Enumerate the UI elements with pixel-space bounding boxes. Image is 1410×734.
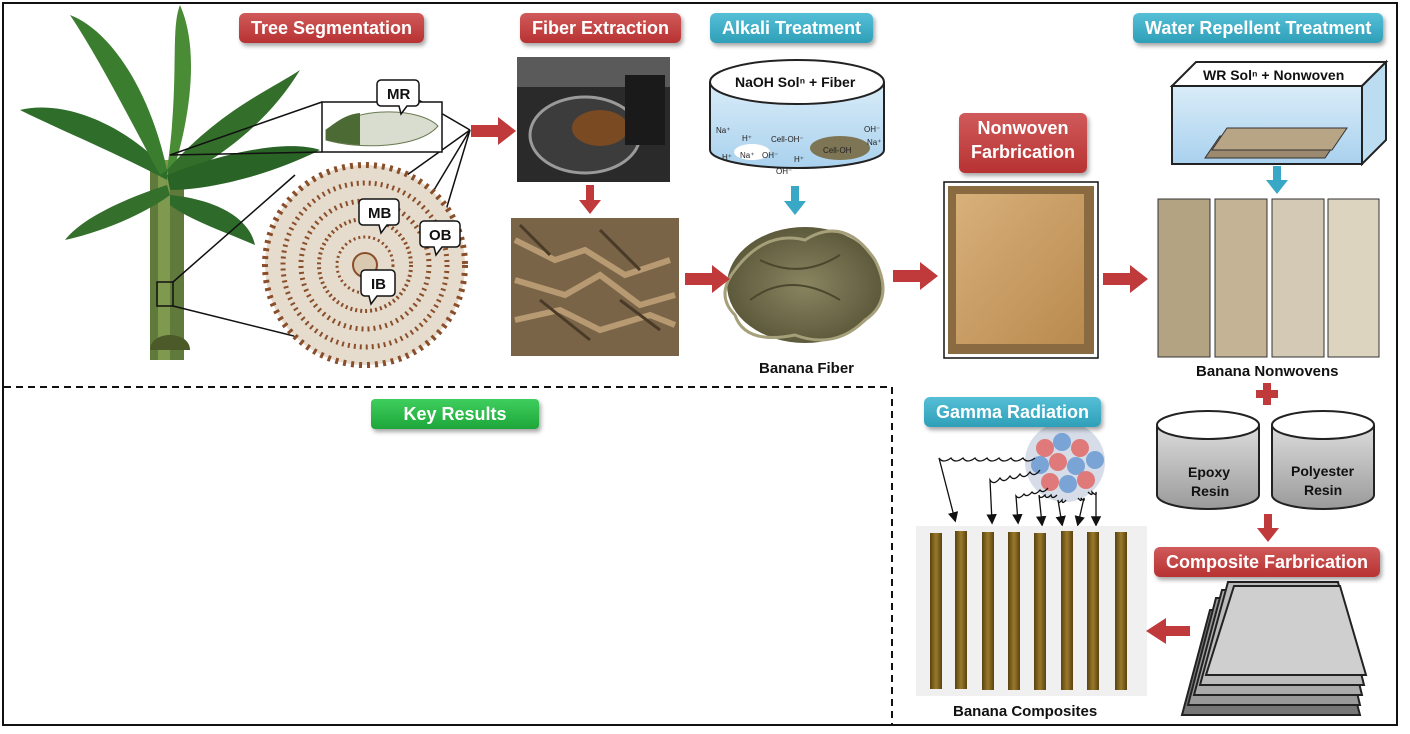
ion-na-1: Na⁺ (716, 126, 730, 135)
caption-banana-nonwovens: Banana Nonwovens (1196, 363, 1339, 380)
pseudostem-cross-section-image (262, 162, 468, 368)
midrib-cross-section-image (321, 101, 443, 153)
key-results-region (4, 386, 893, 724)
polyester-label-2: Resin (1304, 482, 1342, 498)
badge-gamma-radiation: Gamma Radiation (924, 397, 1102, 427)
badge-composite-fabrication: Composite Farbrication (1154, 547, 1381, 577)
arrow-to-nonwovens (1103, 265, 1148, 293)
ion-oh-3: OH⁻ (864, 125, 880, 134)
raw-fiber-image (511, 218, 679, 356)
laminate-stack-image (1180, 581, 1368, 716)
ion-cell-oh-2: Cell-OH (823, 146, 852, 155)
callout-mr: MR (387, 86, 410, 103)
epoxy-label-2: Resin (1191, 483, 1229, 499)
ion-oh-2: OH⁻ (776, 167, 792, 176)
ion-na-3: Na⁺ (867, 138, 881, 147)
badge-water-repellent: Water Repellent Treatment (1133, 13, 1384, 43)
flow-arrows-blue (784, 166, 1288, 215)
badge-alkali-treatment: Alkali Treatment (710, 13, 874, 43)
arrow-alkali-down (784, 186, 806, 215)
badge-nonwoven-fabrication: Nonwoven Farbrication (959, 113, 1088, 173)
callout-mb: MB (368, 205, 391, 222)
badge-nonwoven-line1: Nonwoven (977, 118, 1069, 138)
naoh-tank-image: Na⁺ H⁺ Na⁺ H⁺ OH⁻ Cell-OH⁻ H⁺ OH⁻ Cell-O… (709, 59, 885, 176)
polyester-label-1: Polyester (1291, 463, 1355, 479)
arrow-to-nonwoven (893, 262, 938, 290)
gamma-molecule-image (1025, 422, 1105, 502)
callout-bubbles: MR MB OB IB (358, 79, 461, 306)
badge-key-results: Key Results (371, 399, 539, 429)
naoh-tank-label: NaOH Solⁿ + Fiber (735, 74, 856, 90)
nonwoven-mat-image (943, 181, 1099, 359)
banana-composites-image (916, 526, 1147, 696)
banana-plant-image (20, 5, 320, 360)
radiation-rays (938, 457, 1102, 527)
fiber-extraction-machine-image (517, 57, 670, 182)
callout-ob: OB (429, 227, 452, 244)
epoxy-resin-cylinder: Epoxy Resin (1156, 410, 1260, 510)
arrow-to-composites (1146, 618, 1190, 644)
epoxy-label-1: Epoxy (1188, 464, 1230, 480)
ion-h-2: H⁺ (722, 153, 732, 162)
arrow-wr-down (1266, 166, 1288, 194)
ion-h-3: H⁺ (794, 155, 804, 164)
callout-ib: IB (371, 276, 386, 293)
caption-banana-composites: Banana Composites (953, 703, 1098, 720)
ion-cell-oh-1: Cell-OH⁻ (771, 135, 804, 144)
arrow-to-raw-fiber (579, 185, 601, 214)
badge-tree-segmentation: Tree Segmentation (239, 13, 425, 43)
ion-oh-1: OH⁻ (762, 151, 778, 160)
arrow-to-composite-fab (1257, 514, 1279, 542)
wr-tank-label: WR Solⁿ + Nonwoven (1203, 67, 1344, 83)
caption-banana-fiber: Banana Fiber (759, 360, 855, 377)
arrow-to-treated-fiber (685, 265, 730, 293)
badge-nonwoven-line2: Farbrication (971, 142, 1076, 162)
wr-tank-image: WR Solⁿ + Nonwoven (1169, 59, 1389, 167)
plus-icon (1256, 383, 1278, 405)
ion-na-2: Na⁺ (740, 151, 754, 160)
polyester-resin-cylinder: Polyester Resin (1271, 410, 1375, 510)
banana-fiber-image (723, 227, 885, 343)
badge-fiber-extraction: Fiber Extraction (520, 13, 682, 43)
nonwoven-samples-image (1157, 198, 1380, 358)
ion-h-1: H⁺ (742, 134, 752, 143)
flow-arrows-red (471, 117, 1279, 644)
arrow-to-extraction (471, 117, 516, 145)
